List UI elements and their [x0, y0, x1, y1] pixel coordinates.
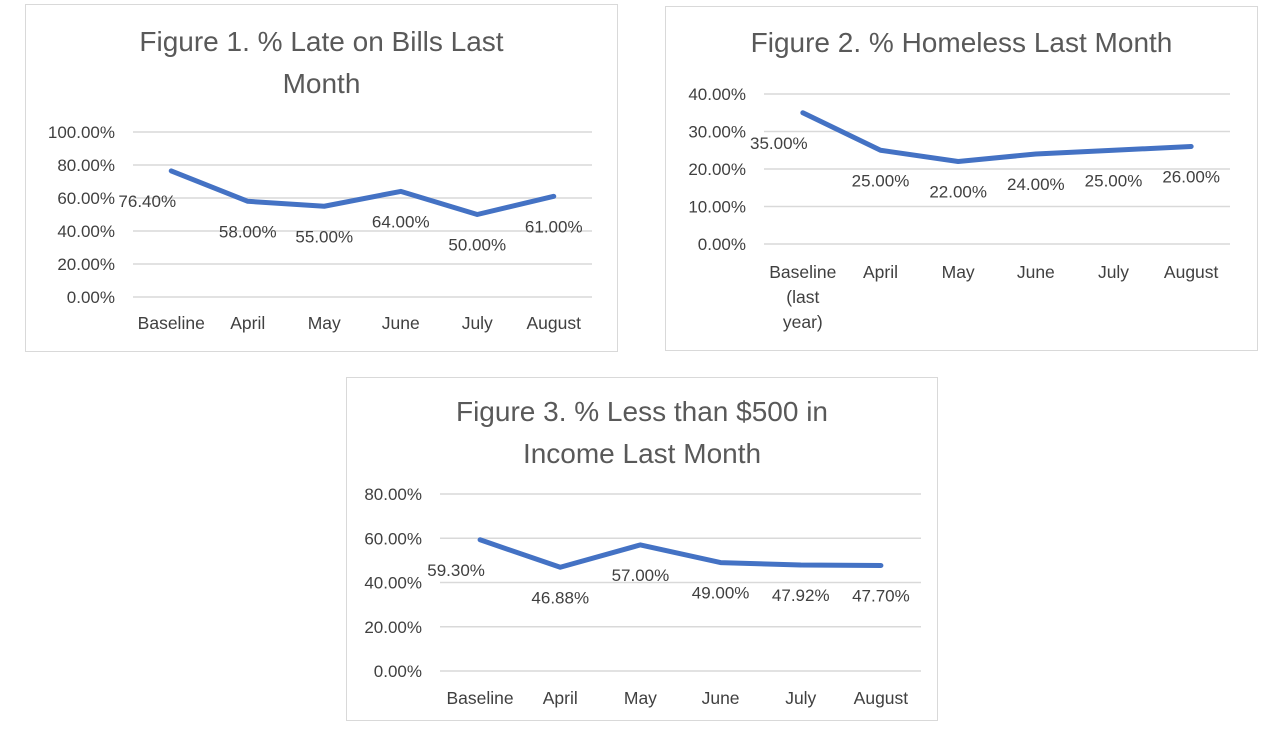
x-axis-category-label: August	[527, 313, 582, 333]
x-axis-category-label: August	[854, 688, 909, 708]
y-axis-tick-label: 100.00%	[48, 123, 115, 142]
figure-3-chart-panel: Figure 3. % Less than $500 in Income Las…	[346, 377, 938, 721]
data-point-label: 25.00%	[852, 171, 910, 190]
y-axis-tick-label: 20.00%	[688, 160, 746, 179]
x-axis-category-label: April	[230, 313, 265, 333]
x-axis-category-label: Baseline	[447, 688, 514, 708]
x-axis-category-label: July	[785, 688, 816, 708]
data-series-line	[477, 537, 884, 570]
y-axis-tick-label: 60.00%	[57, 189, 115, 208]
data-point-label: 24.00%	[1007, 175, 1065, 194]
y-axis-tick-label: 40.00%	[688, 85, 746, 104]
x-axis-category-label: year)	[783, 312, 823, 332]
data-point-label: 57.00%	[612, 566, 670, 585]
x-axis-category-label: May	[942, 262, 975, 282]
data-point-label: 58.00%	[219, 222, 277, 241]
figure-2-chart-panel: Figure 2. % Homeless Last Month 0.00% 10.…	[665, 6, 1258, 351]
data-point-label: 22.00%	[929, 183, 987, 202]
y-axis-tick-label: 80.00%	[57, 156, 115, 175]
x-axis-category-label: August	[1164, 262, 1219, 282]
y-axis-tick-label: 30.00%	[688, 123, 746, 142]
data-point-label: 64.00%	[372, 212, 430, 231]
data-point-label: 49.00%	[692, 584, 750, 603]
y-axis-tick-label: 20.00%	[57, 255, 115, 274]
x-axis-category-label: May	[624, 688, 657, 708]
x-axis-category-label: April	[543, 688, 578, 708]
x-axis-category-label: (last	[786, 287, 819, 307]
data-point-label: 35.00%	[750, 134, 808, 153]
x-axis-category-label: April	[863, 262, 898, 282]
data-point-label: 47.70%	[852, 586, 910, 605]
x-axis-category-label: Baseline	[769, 262, 836, 282]
data-series-line	[800, 110, 1194, 164]
figure-3-plot-area: 0.00% 20.00% 40.00% 60.00% 80.00% 59.30% 46.88…	[364, 485, 921, 708]
y-axis-tick-label: 0.00%	[698, 235, 746, 254]
y-axis-tick-label: 0.00%	[67, 288, 115, 307]
y-axis-tick-label: 60.00%	[364, 529, 422, 548]
figure-1-chart-panel: Figure 1. % Late on Bills Last Month 0.0…	[25, 4, 618, 352]
y-axis-tick-label: 20.00%	[364, 618, 422, 637]
y-axis-tick-label: 40.00%	[364, 574, 422, 593]
x-axis-category-label: June	[1017, 262, 1055, 282]
data-point-label: 76.40%	[118, 192, 176, 211]
y-axis-tick-label: 10.00%	[688, 198, 746, 217]
x-axis-category-label: July	[1098, 262, 1129, 282]
x-axis-category-label: May	[308, 313, 341, 333]
data-point-label: 47.92%	[772, 586, 830, 605]
data-point-label: 50.00%	[448, 236, 506, 255]
figure-1-plot-area: 0.00% 20.00% 40.00% 60.00% 80.00% 100.00% 76.4…	[48, 123, 592, 333]
x-axis-category-label: June	[702, 688, 740, 708]
data-series-line	[168, 168, 557, 217]
y-axis-tick-label: 80.00%	[364, 485, 422, 504]
x-axis-category-label: Baseline	[138, 313, 205, 333]
x-axis-category-label: July	[462, 313, 493, 333]
y-axis-tick-label: 0.00%	[374, 662, 422, 681]
data-point-label: 59.30%	[427, 561, 485, 580]
y-axis-tick-label: 40.00%	[57, 222, 115, 241]
data-point-label: 46.88%	[531, 588, 589, 607]
data-point-label: 26.00%	[1162, 168, 1220, 187]
figure-2-plot-area: 0.00% 10.00% 20.00% 30.00% 40.00% 35.00% 25.00…	[688, 85, 1230, 332]
data-point-label: 25.00%	[1085, 171, 1143, 190]
data-point-label: 55.00%	[295, 227, 353, 246]
data-point-label: 61.00%	[525, 217, 583, 236]
x-axis-category-label: June	[382, 313, 420, 333]
